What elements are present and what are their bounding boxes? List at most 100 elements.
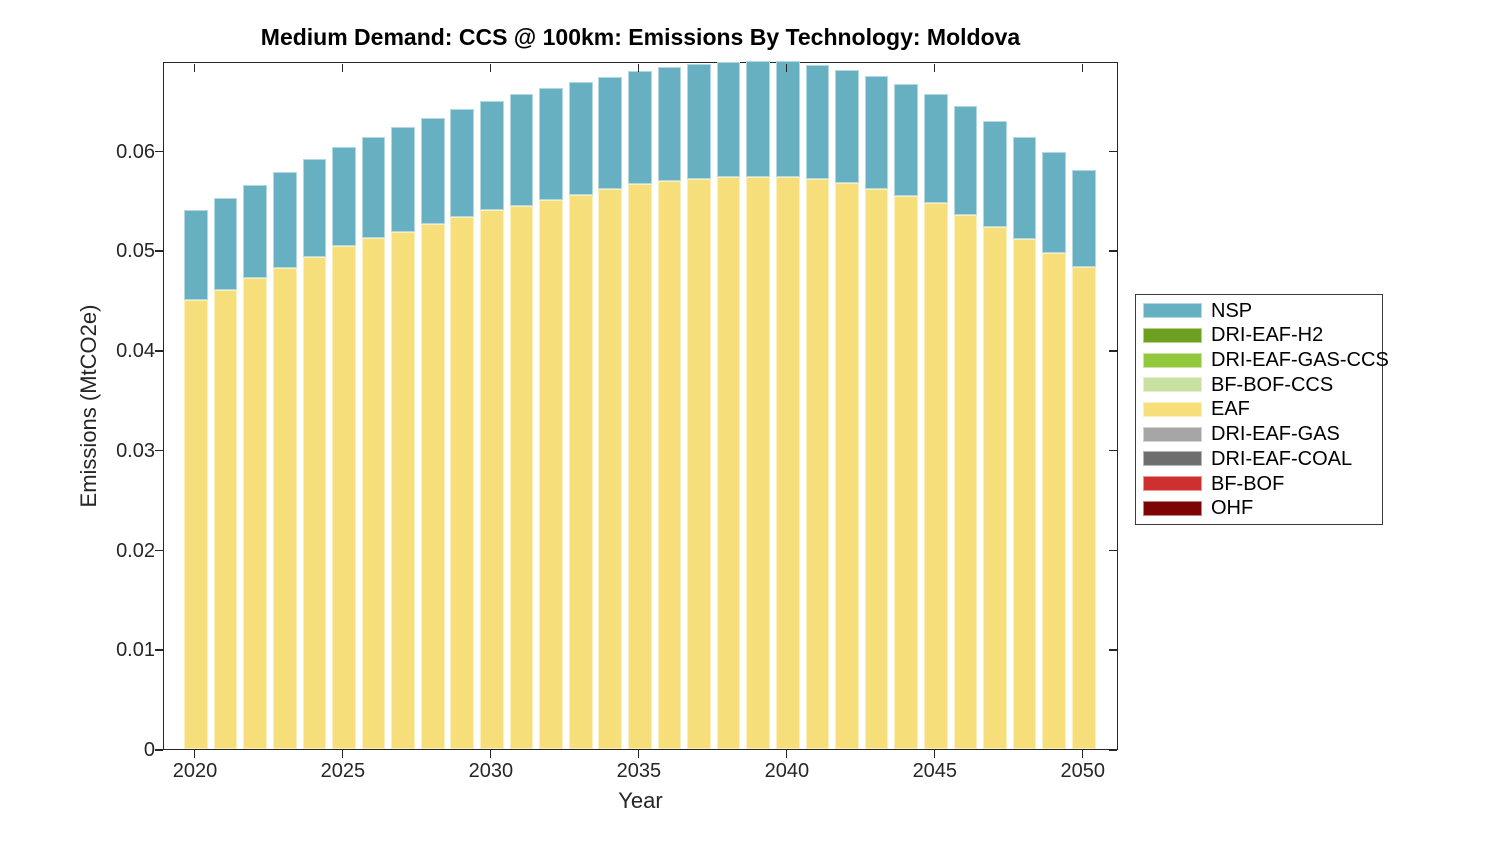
legend-label: BF-BOF: [1211, 472, 1285, 495]
bar-segment-nsp: [923, 93, 948, 203]
bar-segment-nsp: [332, 146, 356, 247]
bar-segment-eaf: [805, 178, 830, 749]
y-tick-right: [1108, 549, 1117, 552]
x-tick-top: [637, 63, 640, 72]
bar-segment-eaf: [480, 209, 504, 749]
y-tick-label: 0.02: [116, 539, 155, 562]
x-tick-bottom: [637, 750, 640, 758]
bar-segment-nsp: [746, 61, 771, 177]
x-tick-top: [785, 63, 788, 72]
y-tick-left: [155, 150, 163, 153]
bar-segment-nsp: [776, 61, 800, 177]
x-tick-top: [341, 63, 344, 72]
y-axis-label: Emissions (MtCO2e): [76, 304, 101, 508]
bar-segment-nsp: [687, 64, 711, 179]
y-tick-label: 0.06: [116, 140, 155, 163]
bar-segment-eaf: [628, 183, 652, 749]
bar-segment-nsp: [391, 126, 415, 232]
bar-segment-eaf: [776, 176, 800, 749]
y-tick-right: [1108, 749, 1117, 751]
x-tick-label: 2035: [616, 760, 662, 782]
legend-item-dri-eaf-h2: DRI-EAF-H2: [1136, 323, 1382, 347]
x-tick-bottom: [193, 750, 196, 758]
legend-label: OHF: [1211, 497, 1254, 520]
bar-segment-nsp: [1012, 136, 1037, 240]
bar-segment-nsp: [272, 171, 297, 269]
legend-item-dri-eaf-coal: DRI-EAF-COAL: [1136, 447, 1382, 471]
bar-segment-nsp: [539, 87, 563, 200]
bar-segment-nsp: [835, 69, 859, 183]
y-tick-label: 0.01: [116, 639, 155, 662]
bar-segment-eaf: [509, 205, 534, 749]
legend-swatch-nsp: [1143, 303, 1202, 319]
legend-label: NSP: [1211, 299, 1253, 322]
bar-segment-eaf: [1012, 239, 1037, 749]
y-tick-left: [155, 649, 163, 651]
bar-segment-eaf: [332, 246, 356, 749]
bar-segment-nsp: [450, 108, 475, 217]
bar-segment-nsp: [805, 65, 830, 179]
bar-segment-eaf: [243, 278, 267, 749]
bar-segment-eaf: [568, 194, 593, 749]
bar-segment-eaf: [835, 182, 859, 749]
legend-item-dri-eaf-gas-ccs: DRI-EAF-GAS-CCS: [1136, 348, 1389, 372]
bar-segment-nsp: [864, 75, 889, 189]
legend-swatch-bf-bof-ccs: [1143, 377, 1202, 393]
y-tick-left: [155, 250, 163, 252]
legend-label: DRI-EAF-GAS: [1211, 423, 1340, 446]
bar-segment-eaf: [391, 231, 415, 749]
legend-swatch-dri-eaf-h2: [1143, 327, 1202, 343]
bar-segment-nsp: [894, 83, 919, 196]
bar-segment-nsp: [420, 117, 445, 224]
bar-segment-eaf: [272, 268, 297, 749]
y-tick-right: [1108, 150, 1117, 153]
x-tick-label: 2025: [320, 760, 366, 782]
y-tick-label: 0.05: [116, 240, 155, 263]
legend-label: DRI-EAF-GAS-CCS: [1211, 349, 1389, 372]
x-tick-top: [933, 63, 936, 72]
x-tick-label: 2020: [172, 760, 218, 782]
legend-item-bf-bof-ccs: BF-BOF-CCS: [1136, 373, 1382, 397]
bar-segment-eaf: [420, 223, 445, 749]
legend-swatch-dri-eaf-gas-ccs: [1143, 352, 1202, 368]
bar-segment-nsp: [213, 197, 238, 291]
y-tick-label: 0.03: [116, 439, 155, 462]
bar-segment-nsp: [302, 158, 327, 258]
y-tick-right: [1108, 649, 1117, 651]
bar-segment-eaf: [598, 188, 623, 749]
bar-segment-eaf: [746, 176, 771, 749]
bar-segment-nsp: [598, 76, 623, 189]
x-tick-top: [489, 63, 492, 72]
legend-item-bf-bof: BF-BOF: [1136, 472, 1382, 496]
bar-segment-eaf: [894, 195, 919, 749]
x-tick-bottom: [341, 750, 344, 758]
bar-segment-nsp: [657, 67, 682, 181]
bar-segment-nsp: [953, 105, 978, 215]
legend-label: EAF: [1211, 398, 1250, 421]
bar-segment-eaf: [983, 226, 1007, 749]
bar-segment-nsp: [243, 184, 267, 279]
legend-item-eaf: EAF: [1136, 397, 1382, 421]
bar-segment-eaf: [716, 176, 741, 749]
legend-swatch-ohf: [1143, 500, 1202, 516]
x-tick-bottom: [933, 750, 936, 758]
bar-segment-eaf: [1071, 267, 1096, 749]
legend-item-dri-eaf-gas: DRI-EAF-GAS: [1136, 422, 1382, 446]
bar-segment-eaf: [184, 300, 208, 749]
x-tick-top: [193, 63, 196, 72]
y-tick-left: [155, 549, 163, 552]
bar-segment-eaf: [539, 199, 563, 749]
bar-segment-nsp: [628, 70, 652, 184]
y-tick-left: [155, 749, 163, 751]
legend-swatch-eaf: [1143, 401, 1202, 417]
legend-item-nsp: NSP: [1136, 299, 1382, 323]
x-tick-top: [1081, 63, 1084, 72]
y-tick-right: [1108, 250, 1117, 252]
bar-segment-nsp: [480, 100, 504, 210]
bar-segment-eaf: [657, 180, 682, 749]
bar-segment-eaf: [864, 188, 889, 749]
bar-segment-eaf: [1042, 253, 1067, 749]
legend: NSP DRI-EAF-H2 DRI-EAF-GAS-CCS BF-BOF-CCS EA…: [1135, 294, 1389, 525]
bar-segment-eaf: [923, 202, 948, 749]
